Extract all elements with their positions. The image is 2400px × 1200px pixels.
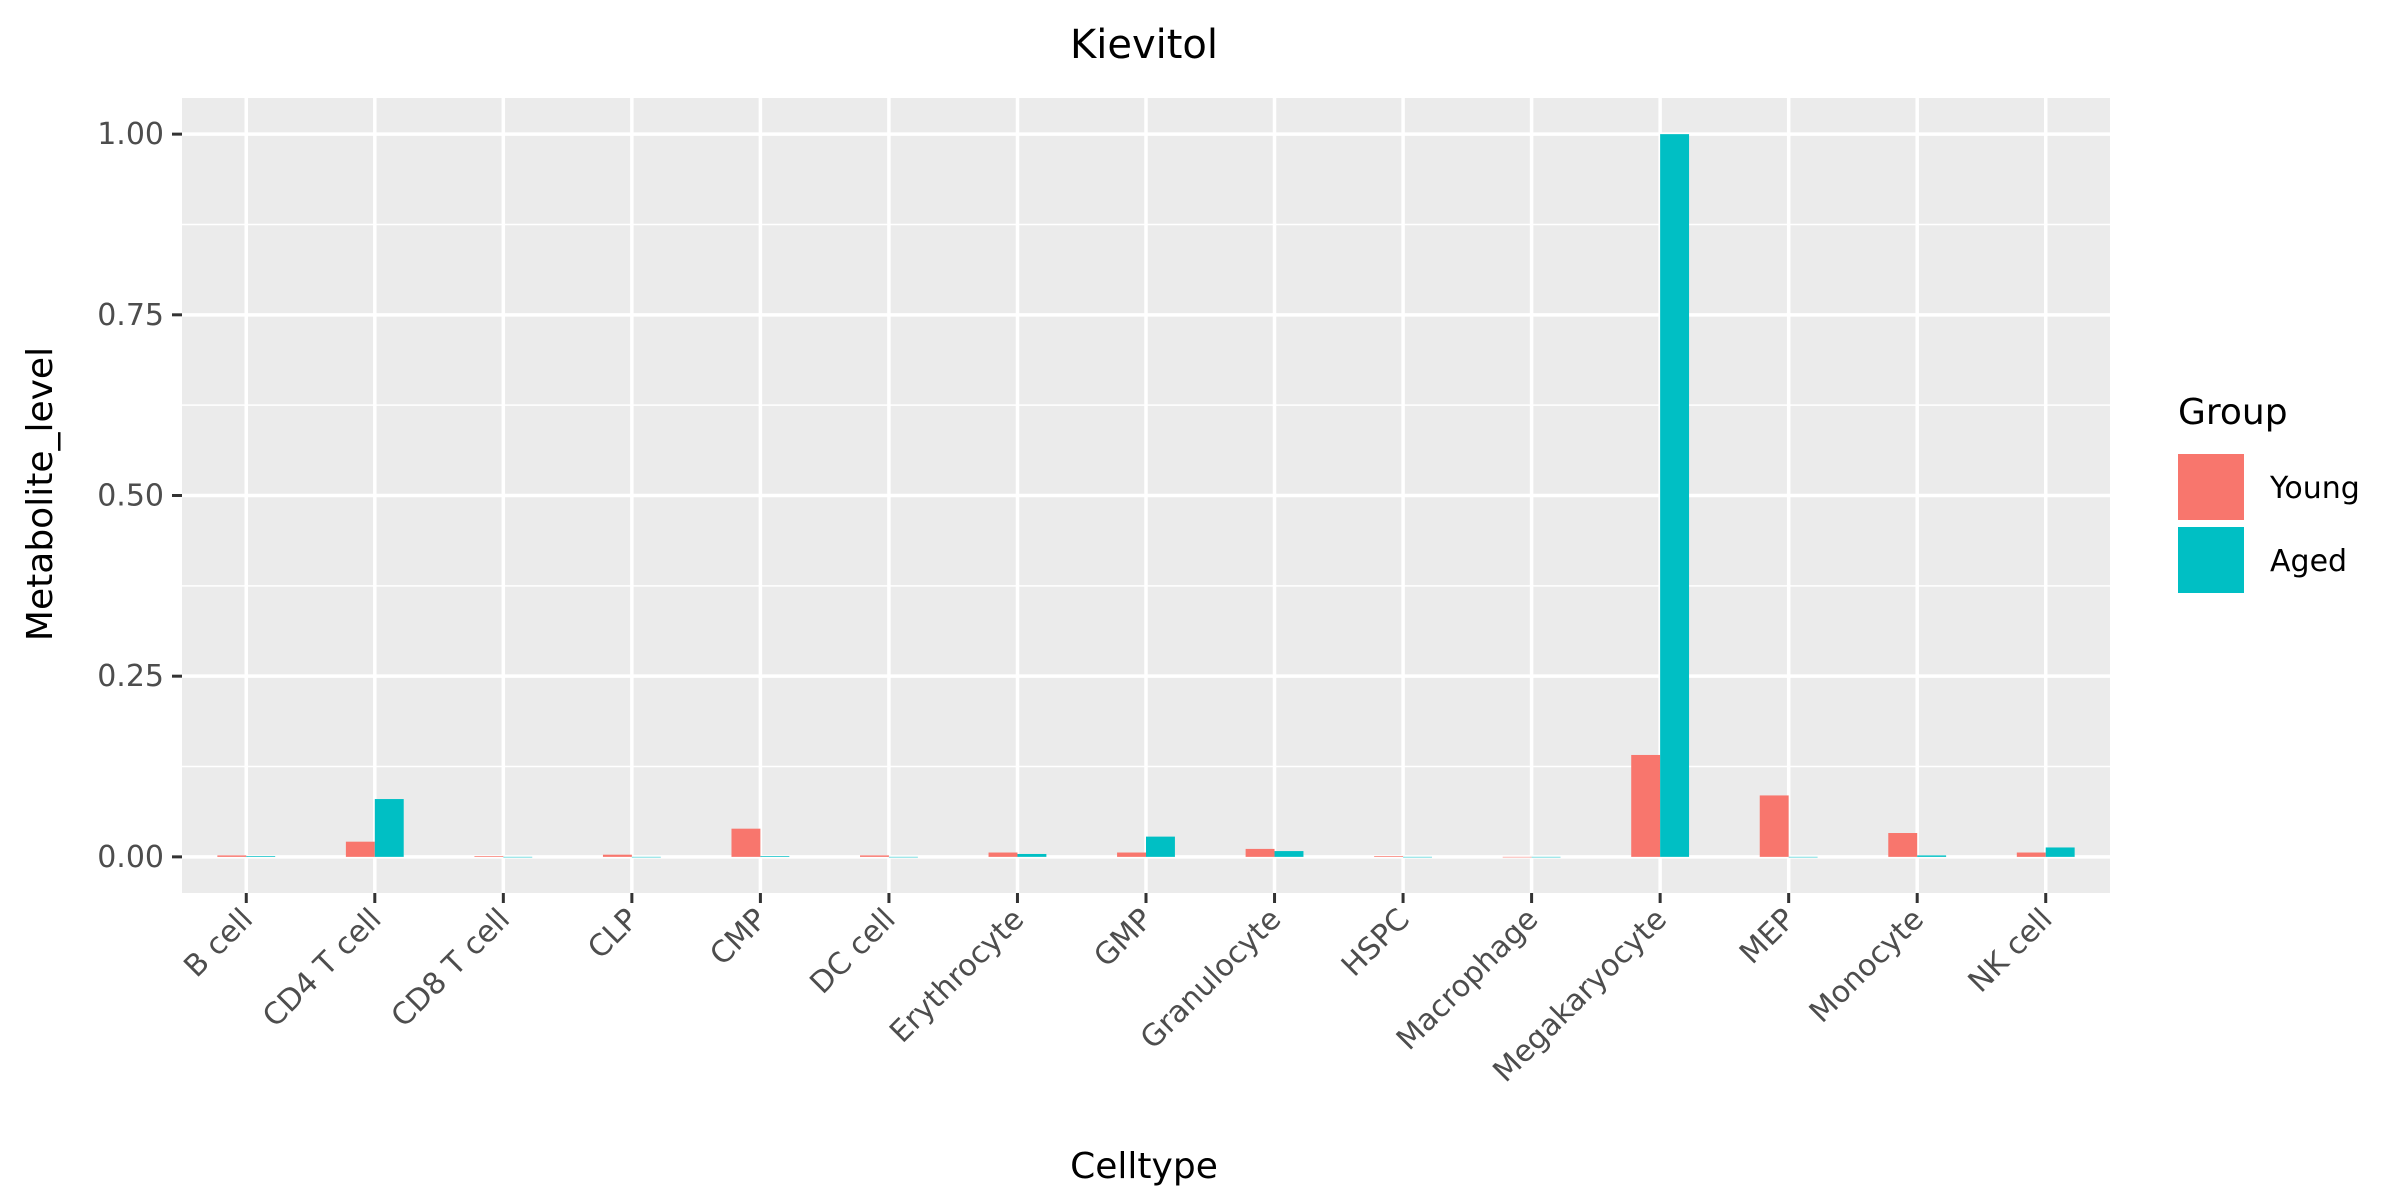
y-tick-label: 0.50	[97, 479, 164, 514]
bar-young-cd4-t-cell	[345, 841, 375, 857]
bar-young-granulocyte	[1245, 848, 1275, 857]
bar-aged-erythrocyte	[1017, 853, 1047, 857]
legend: Group Young Aged	[2178, 392, 2360, 593]
chart-title: Kievitol	[1070, 22, 1218, 68]
x-tick-label: NK cell	[1962, 902, 2060, 1000]
legend-label-aged: Aged	[2270, 544, 2347, 579]
bar-young-monocyte	[1888, 833, 1918, 857]
bar-young-cmp	[731, 828, 761, 857]
bar-aged-nk-cell	[2045, 847, 2075, 857]
gridlines	[182, 98, 2110, 893]
x-tick-label: HSPC	[1335, 902, 1417, 984]
bar-young-mep	[1759, 795, 1789, 857]
bar-aged-cmp	[760, 856, 790, 857]
bar-aged-dc-cell	[888, 856, 918, 858]
y-tick-label: 1.00	[97, 117, 164, 152]
bar-young-nk-cell	[2016, 852, 2046, 857]
bar-aged-clp	[631, 856, 661, 858]
x-tick-label: Erythrocyte	[883, 902, 1031, 1050]
bar-young-erythrocyte	[988, 852, 1018, 857]
x-tick-label: DC cell	[803, 902, 902, 1001]
x-tick-label: CD8 T cell	[385, 902, 517, 1034]
legend-label-young: Young	[2269, 471, 2360, 506]
bar-young-clp	[602, 854, 632, 857]
bar-aged-b-cell	[246, 856, 276, 857]
bar-aged-mep	[1788, 856, 1818, 858]
x-tick-label: B cell	[177, 902, 260, 985]
bar-aged-granulocyte	[1274, 851, 1304, 857]
x-axis-title: Celltype	[1070, 1146, 1218, 1187]
bar-aged-cd8-t-cell	[503, 856, 533, 858]
x-tick-label: CD4 T cell	[256, 902, 388, 1034]
y-tick-label: 0.25	[97, 659, 164, 694]
bar-aged-hspc	[1403, 856, 1432, 858]
x-tick-label: GMP	[1087, 902, 1159, 974]
bar-aged-gmp	[1146, 836, 1175, 857]
bar-young-gmp	[1117, 852, 1146, 857]
bar-young-cd8-t-cell	[474, 856, 504, 857]
bars	[217, 134, 2075, 858]
y-tick-label: 0.00	[97, 840, 164, 875]
bar-aged-megakaryocyte	[1660, 134, 1690, 857]
bar-young-b-cell	[217, 855, 247, 857]
y-axis: 0.00 0.25 0.50 0.75 1.00	[97, 117, 182, 875]
bar-aged-cd4-t-cell	[374, 799, 404, 857]
x-tick-label: CLP	[581, 902, 645, 966]
bar-aged-monocyte	[1917, 855, 1947, 857]
legend-key-aged	[2178, 527, 2244, 593]
bar-young-megakaryocyte	[1631, 754, 1661, 857]
y-tick-label: 0.75	[97, 298, 164, 333]
bar-aged-macrophage	[1531, 856, 1561, 858]
bar-young-hspc	[1374, 856, 1404, 857]
legend-key-young	[2178, 454, 2244, 520]
y-axis-title: Metabolite_level	[20, 347, 61, 641]
x-tick-label: Monocyte	[1803, 902, 1931, 1030]
bar-young-macrophage	[1502, 856, 1532, 858]
x-tick-label: MEP	[1733, 902, 1802, 971]
bar-young-dc-cell	[860, 855, 889, 857]
x-tick-label: CMP	[703, 902, 774, 973]
legend-title: Group	[2178, 392, 2288, 433]
